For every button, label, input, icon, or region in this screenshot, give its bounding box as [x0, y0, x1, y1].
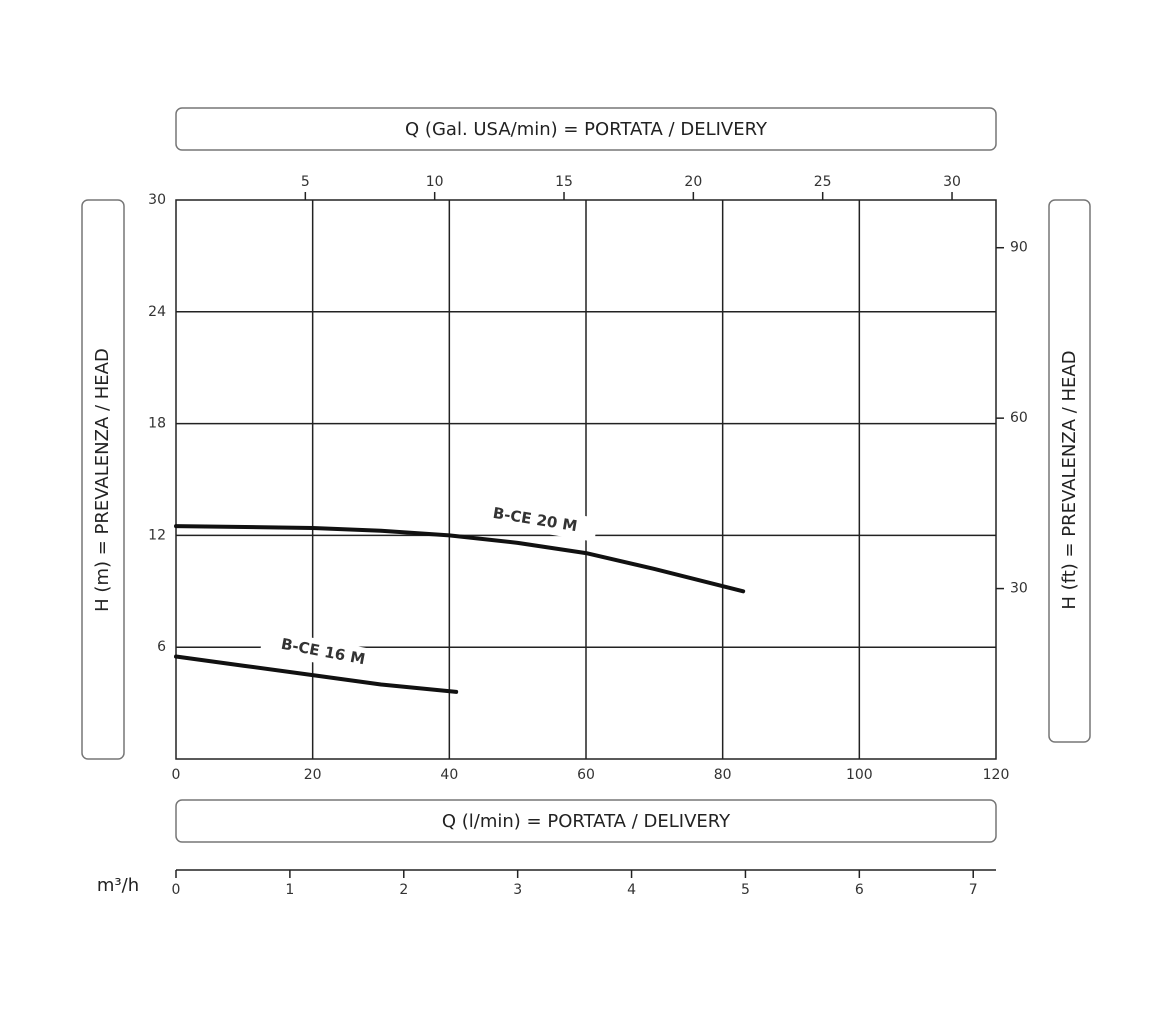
- x3-tick-label: 1: [285, 882, 294, 898]
- left-axis-box: [81, 199, 125, 760]
- x-tick-label: 20: [304, 767, 322, 783]
- x-tick-label: 80: [714, 767, 732, 783]
- x3-tick-label: 3: [513, 882, 522, 898]
- x-tick-label: 40: [440, 767, 458, 783]
- y-axis-label: H (m) = PREVALENZA / HEAD: [92, 348, 113, 612]
- x-tick-label: 60: [577, 767, 595, 783]
- y2-tick-label: 30: [1010, 581, 1028, 597]
- curve: [174, 654, 459, 694]
- x3-axis-label: m³/h: [97, 875, 139, 896]
- x2-tick-label: 30: [943, 174, 961, 190]
- x3-tick-label: 7: [969, 882, 978, 898]
- y-tick-label: 6: [157, 639, 166, 655]
- x2-tick-label: 15: [555, 174, 573, 190]
- x-tick-label: 120: [983, 767, 1010, 783]
- x-tick-label: 0: [172, 767, 181, 783]
- y-tick-label: 18: [148, 416, 166, 432]
- x-tick-label: 100: [846, 767, 873, 783]
- bottom-axis-box: [175, 799, 997, 843]
- curve-label-bg: [471, 498, 599, 542]
- top-axis-label: Q (Gal. USA/min) = PORTATA / DELIVERY: [405, 119, 768, 140]
- y2-axis-label: H (ft) = PREVALENZA / HEAD: [1059, 350, 1080, 609]
- x2-tick-label: 20: [684, 174, 702, 190]
- y-tick-label: 12: [148, 527, 166, 543]
- x3-tick-label: 5: [741, 882, 750, 898]
- top-axis-box: [175, 107, 997, 151]
- x2-tick-label: 25: [814, 174, 832, 190]
- curve-label-bg: [259, 628, 387, 676]
- x3-tick-label: 2: [399, 882, 408, 898]
- x2-tick-label: 5: [301, 174, 310, 190]
- curve: [174, 524, 746, 594]
- x3-tick-label: 4: [627, 882, 636, 898]
- y2-tick-label: 60: [1010, 410, 1028, 426]
- y-tick-label: 30: [148, 192, 166, 208]
- y-tick-label: 24: [148, 304, 166, 320]
- x3-tick-label: 0: [172, 882, 181, 898]
- y2-tick-label: 90: [1010, 240, 1028, 256]
- x2-tick-label: 10: [426, 174, 444, 190]
- x3-tick-label: 6: [855, 882, 864, 898]
- x-axis-label: Q (l/min) = PORTATA / DELIVERY: [442, 811, 731, 832]
- right-axis-box: [1048, 199, 1091, 743]
